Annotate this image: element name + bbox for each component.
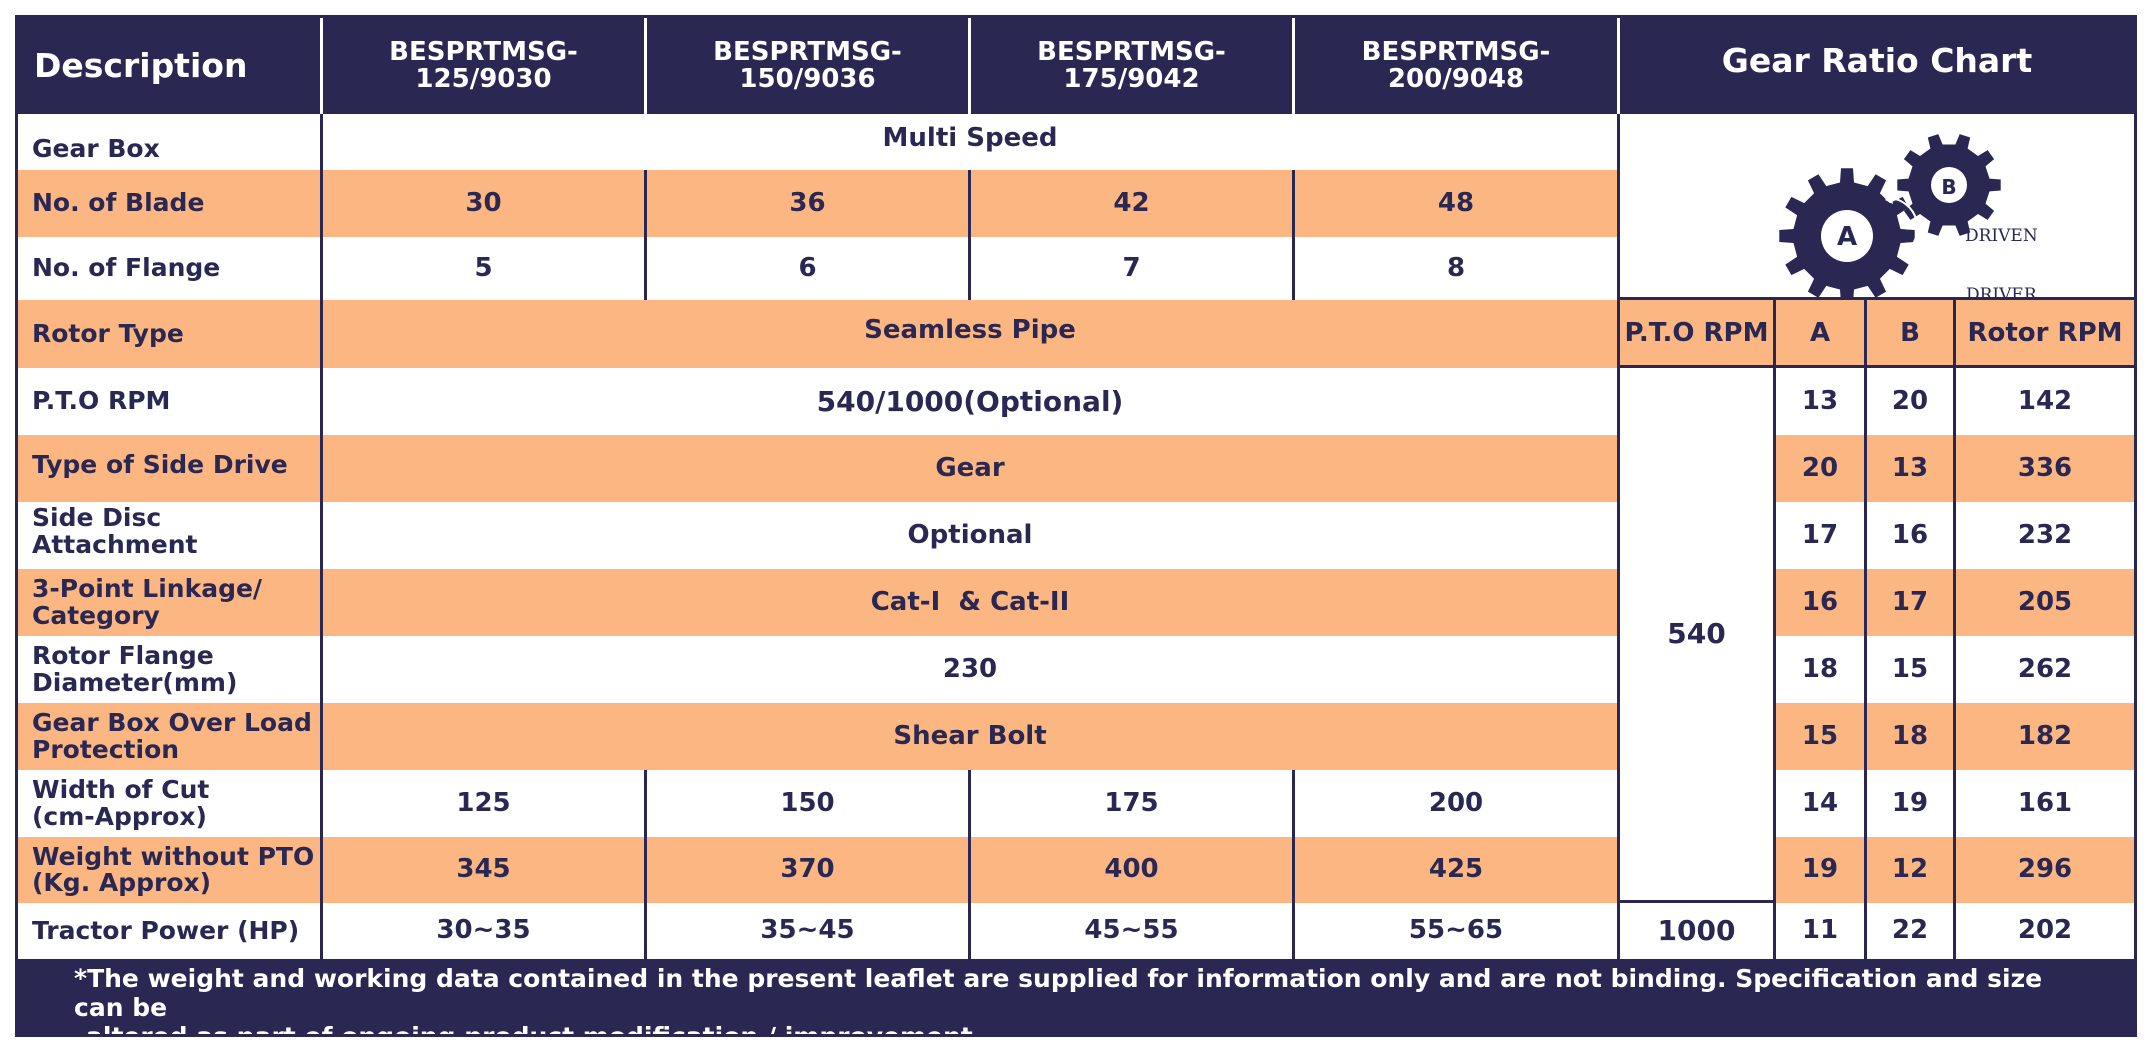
value-rotor-type: Seamless Pipe bbox=[323, 300, 1617, 368]
label-blades: No. of Blade bbox=[18, 170, 320, 237]
value-gear-box: Multi Speed bbox=[323, 114, 1617, 170]
driven-label: DRIVEN bbox=[1965, 226, 2038, 246]
value-flanges-2: 6 bbox=[647, 237, 968, 300]
gear-a-label: A bbox=[1837, 222, 1857, 252]
label-rotor-type: Rotor Type bbox=[18, 300, 320, 368]
gear-row-1-a: 13 bbox=[1776, 368, 1864, 435]
disclaimer-footer: *The weight and working data contained i… bbox=[18, 959, 2134, 1034]
gear-row-8-a: 19 bbox=[1776, 837, 1864, 903]
value-flanges-1: 5 bbox=[323, 237, 644, 300]
gear-row-5-b: 15 bbox=[1867, 636, 1953, 703]
gear-row-9-rpm: 202 bbox=[1956, 903, 2134, 959]
gear-pto-540: 540 bbox=[1620, 368, 1773, 900]
value-pto-rpm: 540/1000(Optional) bbox=[323, 368, 1617, 435]
model-header-4: BESPRTMSG- 200/9048 bbox=[1295, 18, 1617, 114]
value-blades-1: 30 bbox=[323, 170, 644, 237]
driver-label: DRIVER bbox=[1966, 285, 2038, 298]
value-weight-2: 370 bbox=[647, 837, 968, 903]
rotation-arrow-icon bbox=[1888, 197, 1919, 254]
gear-row-3-rpm: 232 bbox=[1956, 502, 2134, 569]
value-side-drive: Gear bbox=[323, 435, 1617, 502]
gear-row-9-b: 22 bbox=[1867, 903, 1953, 959]
value-width-3: 175 bbox=[971, 770, 1292, 837]
gear-b-label: B bbox=[1941, 175, 1956, 199]
label-flange-diameter: Rotor Flange Diameter(mm) bbox=[18, 636, 320, 703]
gear-col-rotor-rpm: Rotor RPM bbox=[1956, 300, 2134, 368]
rotation-arrowhead-icon bbox=[1885, 194, 1893, 204]
spec-sheet: Description BESPRTMSG- 125/9030 BESPRTMS… bbox=[15, 15, 2137, 1037]
disclaimer-line-2: altered as part of ongoing product modif… bbox=[86, 1021, 983, 1037]
label-pto-rpm: P.T.O RPM bbox=[18, 368, 320, 435]
value-weight-1: 345 bbox=[323, 837, 644, 903]
value-width-2: 150 bbox=[647, 770, 968, 837]
gear-row-4-b: 17 bbox=[1867, 569, 1953, 636]
gear-ratio-chart-title: Gear Ratio Chart bbox=[1620, 18, 2134, 114]
value-weight-4: 425 bbox=[1295, 837, 1617, 903]
gear-row-6-b: 18 bbox=[1867, 703, 1953, 770]
label-width-of-cut: Width of Cut (cm-Approx) bbox=[18, 770, 320, 837]
gear-col-b: B bbox=[1867, 300, 1953, 368]
value-side-disc: Optional bbox=[323, 502, 1617, 569]
label-linkage: 3-Point Linkage/ Category bbox=[18, 569, 320, 636]
gear-pto-1000: 1000 bbox=[1620, 903, 1773, 959]
gear-row-4-a: 16 bbox=[1776, 569, 1864, 636]
value-width-1: 125 bbox=[323, 770, 644, 837]
value-flanges-4: 8 bbox=[1295, 237, 1617, 300]
gear-row-3-a: 17 bbox=[1776, 502, 1864, 569]
gear-row-7-rpm: 161 bbox=[1956, 770, 2134, 837]
value-power-2: 35~45 bbox=[647, 903, 968, 959]
value-width-4: 200 bbox=[1295, 770, 1617, 837]
gear-col-pto-rpm: P.T.O RPM bbox=[1620, 300, 1773, 368]
disclaimer-line-1: *The weight and working data contained i… bbox=[74, 964, 2043, 1022]
label-side-disc: Side Disc Attachment bbox=[18, 502, 320, 569]
gear-row-1-b: 20 bbox=[1867, 368, 1953, 435]
value-blades-3: 42 bbox=[971, 170, 1292, 237]
value-power-4: 55~65 bbox=[1295, 903, 1617, 959]
model-header-2: BESPRTMSG- 150/9036 bbox=[647, 18, 968, 114]
value-power-1: 30~35 bbox=[323, 903, 644, 959]
value-power-3: 45~55 bbox=[971, 903, 1292, 959]
label-gear-box: Gear Box bbox=[18, 114, 320, 170]
label-tractor-power: Tractor Power (HP) bbox=[18, 903, 320, 959]
gear-row-6-rpm: 182 bbox=[1956, 703, 2134, 770]
label-side-drive: Type of Side Drive bbox=[18, 435, 320, 502]
gear-row-8-b: 12 bbox=[1867, 837, 1953, 903]
value-linkage: Cat-I & Cat-II bbox=[323, 569, 1617, 636]
value-flanges-3: 7 bbox=[971, 237, 1292, 300]
gear-ratio-icon: A B DRIVER DRIVEN bbox=[1779, 134, 2038, 298]
label-flanges: No. of Flange bbox=[18, 237, 320, 300]
value-blades-2: 36 bbox=[647, 170, 968, 237]
gear-a-icon bbox=[1779, 168, 1915, 298]
gear-row-6-a: 15 bbox=[1776, 703, 1864, 770]
value-flange-diameter: 230 bbox=[323, 636, 1617, 703]
value-overload: Shear Bolt bbox=[323, 703, 1617, 770]
label-overload: Gear Box Over Load Protection bbox=[18, 703, 320, 770]
gear-b-icon bbox=[1897, 134, 2001, 236]
gear-row-7-b: 19 bbox=[1867, 770, 1953, 837]
gear-row-7-a: 14 bbox=[1776, 770, 1864, 837]
model-header-3: BESPRTMSG- 175/9042 bbox=[971, 18, 1292, 114]
gear-row-2-a: 20 bbox=[1776, 435, 1864, 502]
gear-row-8-rpm: 296 bbox=[1956, 837, 2134, 903]
gear-col-a: A bbox=[1776, 300, 1864, 368]
gear-row-1-rpm: 142 bbox=[1956, 368, 2134, 435]
gear-row-5-a: 18 bbox=[1776, 636, 1864, 703]
gear-row-3-b: 16 bbox=[1867, 502, 1953, 569]
gear-row-2-b: 13 bbox=[1867, 435, 1953, 502]
value-weight-3: 400 bbox=[971, 837, 1292, 903]
gear-row-9-a: 11 bbox=[1776, 903, 1864, 959]
description-header: Description bbox=[18, 18, 320, 114]
value-blades-4: 48 bbox=[1295, 170, 1617, 237]
gear-row-2-rpm: 336 bbox=[1956, 435, 2134, 502]
model-header-1: BESPRTMSG- 125/9030 bbox=[323, 18, 644, 114]
gear-row-4-rpm: 205 bbox=[1956, 569, 2134, 636]
gear-row-5-rpm: 262 bbox=[1956, 636, 2134, 703]
label-weight: Weight without PTO (Kg. Approx) bbox=[18, 837, 320, 903]
